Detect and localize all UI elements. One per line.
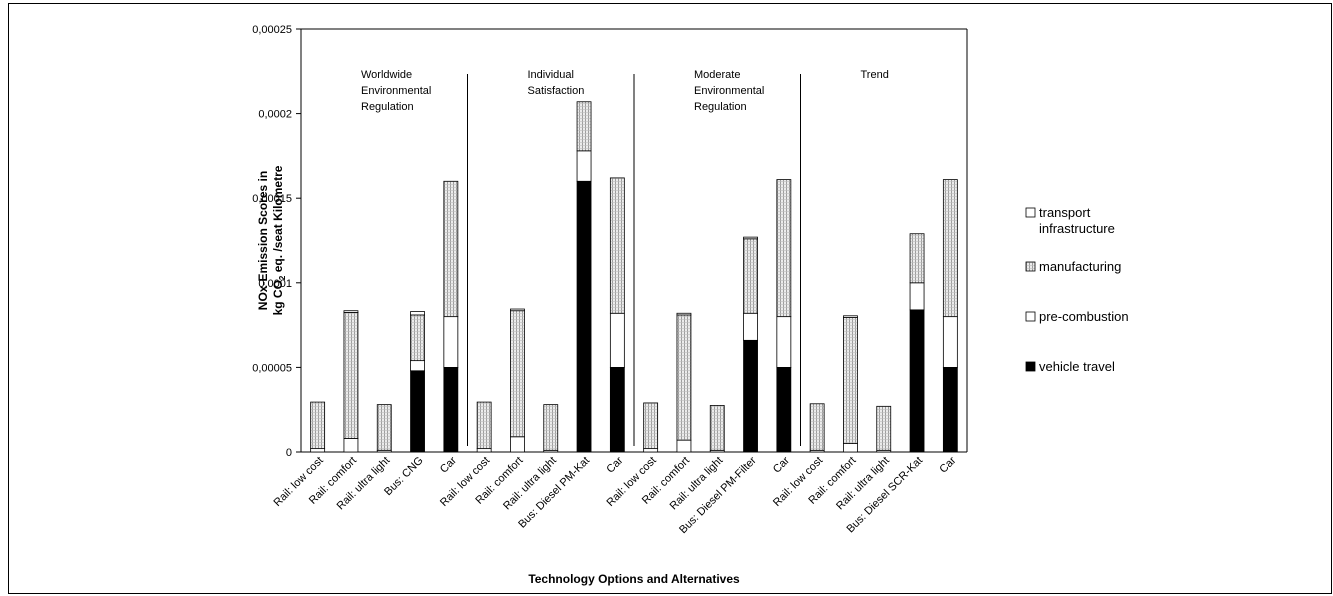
legend-label: manufacturing [1039,259,1121,274]
y-tick-label: 0,0002 [258,109,292,121]
bar-manufacturing [876,405,892,451]
bar-manufacturing [343,312,359,439]
x-tick-label: Car [604,454,625,475]
bar-transport-infrastructure [510,308,525,312]
bar-manufacturing [543,404,559,451]
bar-pre-combustion [510,436,525,453]
nox-emission-chart: 0 0,00005 0,0001 0,00015 0,0002 0,00025 NOx-Em… [252,24,1129,586]
legend-label-line: manufacturing [1039,259,1121,274]
group-title-line: Individual [528,69,574,81]
bar-pre-combustion [410,360,425,372]
bar-manufacturing [476,401,492,450]
bar-vehicle-travel [942,366,958,453]
bar-manufacturing [809,403,825,451]
group-title-line: Worldwide [361,69,412,81]
bar-vehicle-travel [609,366,625,453]
group-title: Individual Satisfaction [528,69,585,97]
bar-transport-infrastructure [843,315,858,318]
legend-swatch [1025,207,1036,218]
bars-layer [310,101,958,453]
x-tick-label: Car [937,454,958,475]
group-title: Trend [861,69,889,81]
bar-manufacturing [909,233,925,284]
y-axis-label-subscript: 2 [278,275,287,280]
y-tick-label: 0,00015 [252,193,292,205]
bar-pre-combustion [676,439,692,453]
y-axis-label-line2: kg CO [271,280,285,315]
x-tick-label: Car [438,454,459,475]
bar-manufacturing [643,402,659,450]
bar-manufacturing [743,238,758,314]
legend-label-line: transport [1039,205,1091,220]
bar-transport-infrastructure [743,236,758,240]
bar-vehicle-travel [776,366,792,453]
y-tick-label: 0,00005 [252,362,292,374]
legend-swatch [1025,261,1036,272]
bar-transport-infrastructure [676,312,692,316]
bar-manufacturing [942,179,958,318]
legend-swatch [1025,311,1036,322]
y-tick-label: 0,0001 [258,278,292,290]
bar-manufacturing [676,314,692,441]
group-title: Worldwide Environmental Regulation [361,69,431,113]
legend-label: vehicle travel [1039,359,1115,374]
legend-label-line: pre-combustion [1039,309,1129,324]
bar-pre-combustion [776,316,792,368]
bar-manufacturing [776,179,792,318]
bar-pre-combustion [843,443,858,453]
bar-pre-combustion [476,448,492,453]
legend: transport infrastructure manufacturing pre-… [1025,205,1129,374]
legend-label: transport infrastructure [1039,205,1115,236]
group-title: Moderate Environmental Regulation [694,69,764,113]
bar-manufacturing [709,405,725,451]
x-tick-label: Car [771,454,792,475]
y-tick-label: 0 [286,447,292,459]
bar-manufacturing [843,317,858,444]
group-title-line: Satisfaction [528,85,585,97]
bar-pre-combustion [942,316,958,368]
group-title-line: Environmental [361,85,431,97]
bar-vehicle-travel [443,366,459,453]
group-title-line: Regulation [694,101,747,113]
legend-swatch [1025,361,1036,372]
y-axis-label-line1: NOx-Emission Scores in [256,171,270,310]
bar-manufacturing [376,404,392,451]
bar-pre-combustion [743,312,758,341]
bar-transport-infrastructure [410,311,425,316]
group-title-line: Regulation [361,101,414,113]
group-title-line: Environmental [694,85,764,97]
bar-manufacturing [443,180,459,318]
labels-layer: 0 0,00005 0,0001 0,00015 0,0002 0,00025 NOx-Em… [252,24,958,586]
bar-manufacturing [310,401,326,450]
bar-manufacturing [510,310,525,438]
bar-transport-infrastructure [343,310,359,313]
y-tick-label: 0,00025 [252,24,292,36]
y-axis-label-line2-end: eq. /seat Kilometre [271,165,285,275]
group-title-line: Moderate [694,69,740,81]
bar-pre-combustion [310,448,326,453]
bar-pre-combustion [576,150,592,182]
group-title-line: Trend [861,69,889,81]
bar-manufacturing [576,101,592,152]
bar-vehicle-travel [909,309,925,453]
bar-vehicle-travel [576,180,592,453]
x-axis-label: Technology Options and Alternatives [528,572,740,586]
bar-pre-combustion [609,312,625,368]
bar-vehicle-travel [743,339,758,453]
legend-label-line: infrastructure [1039,221,1115,236]
bar-vehicle-travel [410,370,425,453]
chart-frame: 0 0,00005 0,0001 0,00015 0,0002 0,00025 NOx-Em… [8,3,1332,594]
bar-pre-combustion [909,282,925,311]
legend-label: pre-combustion [1039,309,1129,324]
bar-pre-combustion [343,438,359,453]
bar-pre-combustion [443,316,459,368]
bar-manufacturing [609,177,625,314]
bar-manufacturing [410,314,425,362]
y-axis-label: NOx-Emission Scores inkg CO2 eq. /seat K… [256,165,287,315]
legend-label-line: vehicle travel [1039,359,1115,374]
bar-pre-combustion [643,448,659,453]
